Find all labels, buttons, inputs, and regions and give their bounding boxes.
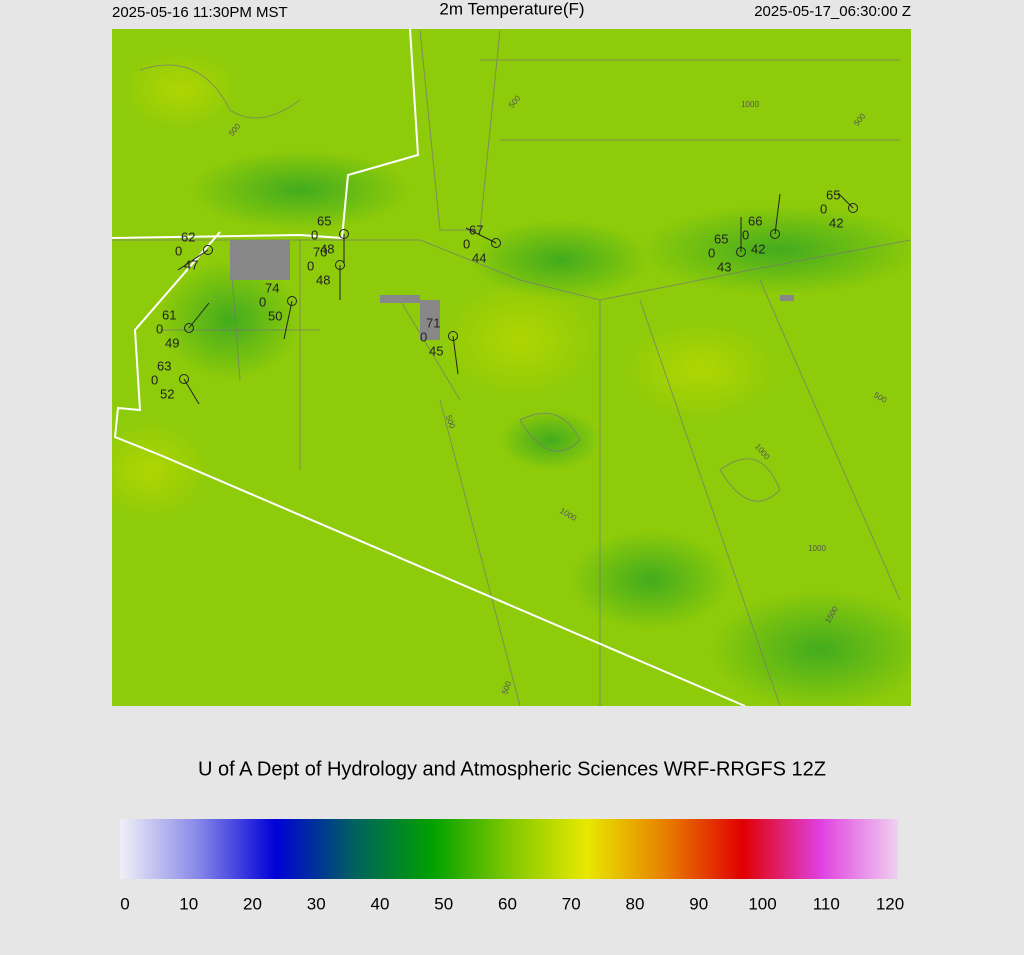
colorbar-tick-label: 80 xyxy=(626,894,645,913)
station-dewpoint: 48 xyxy=(320,241,334,256)
station-dewpoint: 45 xyxy=(429,343,443,358)
wind-barb xyxy=(465,227,497,244)
colorbar-tick-label: 10 xyxy=(179,894,198,913)
colorbar-ticks: 0 10 20 30 40 50 60 70 80 90 100 110 120 xyxy=(120,894,904,913)
station-temperature: 74 xyxy=(265,280,279,295)
map xyxy=(112,29,911,706)
colorbar-tick-label: 120 xyxy=(876,894,904,913)
station-dewpoint: 47 xyxy=(184,257,198,272)
borders xyxy=(112,29,746,706)
contour-label: 500 xyxy=(444,414,457,430)
station-circle xyxy=(448,331,458,341)
contour-label: 1000 xyxy=(808,544,826,553)
valid-time-local: 2025-05-16 11:30PM MST xyxy=(112,4,288,21)
colorbar-tick-label: 40 xyxy=(371,894,390,913)
station-temperature: 65 xyxy=(714,231,728,246)
station-pressure: 0 xyxy=(708,245,715,260)
station-pressure: 0 xyxy=(259,294,266,309)
station-pressure: 0 xyxy=(175,243,182,258)
station-pressure: 0 xyxy=(742,227,749,242)
station-circle xyxy=(491,238,501,248)
station-circle xyxy=(848,203,858,213)
station-temperature: 70 xyxy=(313,244,327,259)
colorbar-tick-label: 60 xyxy=(498,894,517,913)
wind-barb xyxy=(177,249,209,271)
colorbar-tick-label: 20 xyxy=(243,894,262,913)
wind-barb xyxy=(452,335,459,375)
colorbar-tick-label: 90 xyxy=(689,894,708,913)
station-temperature: 66 xyxy=(748,213,762,228)
station-temperature: 67 xyxy=(469,222,483,237)
station-dewpoint: 42 xyxy=(751,241,765,256)
credit: U of A Dept of Hydrology and Atmospheric… xyxy=(198,758,826,780)
station-pressure: 0 xyxy=(311,227,318,242)
colorbar-tick-label: 70 xyxy=(562,894,581,913)
station-pressure: 0 xyxy=(420,329,427,344)
wind-barb xyxy=(837,192,854,209)
station-pressure: 0 xyxy=(156,321,163,336)
station-circle xyxy=(203,245,213,255)
station-pressure: 0 xyxy=(463,236,470,251)
colorbar xyxy=(120,819,898,879)
station-pressure: 0 xyxy=(151,372,158,387)
station-circle xyxy=(179,374,189,384)
colorbar-tick-label: 100 xyxy=(748,894,776,913)
station-temperature: 62 xyxy=(181,229,195,244)
contour-label: 500 xyxy=(500,680,513,696)
station-dewpoint: 42 xyxy=(829,215,843,230)
colorbar-tick-label: 0 xyxy=(120,894,129,913)
station-dewpoint: 48 xyxy=(316,272,330,287)
wind-barb xyxy=(188,302,210,329)
valid-time-utc: 2025-05-17_06:30:00 Z xyxy=(754,3,911,20)
station-temperature: 63 xyxy=(157,358,171,373)
wind-barb xyxy=(774,193,781,235)
station-circle xyxy=(770,229,780,239)
station-dewpoint: 50 xyxy=(268,308,282,323)
station-dewpoint: 49 xyxy=(165,335,179,350)
station-temperature: 71 xyxy=(426,315,440,330)
colorbar-tick-label: 30 xyxy=(307,894,326,913)
map-title: 2m Temperature(F) xyxy=(439,0,584,18)
station-temperature: 65 xyxy=(317,213,331,228)
contour-label: 1000 xyxy=(741,100,759,109)
wind-barb xyxy=(283,300,293,340)
station-temperature: 61 xyxy=(162,307,176,322)
station-temperature: 65 xyxy=(826,187,840,202)
station-dewpoint: 44 xyxy=(472,250,486,265)
colorbar-tick-label: 110 xyxy=(813,894,840,913)
station-circle xyxy=(287,296,297,306)
station-pressure: 0 xyxy=(307,258,314,273)
urban-areas xyxy=(230,240,794,340)
wind-barb xyxy=(183,378,200,405)
colorbar-tick-label: 50 xyxy=(434,894,453,913)
station-pressure: 0 xyxy=(820,201,827,216)
station-dewpoint: 52 xyxy=(160,386,174,401)
stations: 6204765048700487405061049630527104567044… xyxy=(151,187,858,405)
station-dewpoint: 43 xyxy=(717,259,731,274)
station-circle xyxy=(184,323,194,333)
